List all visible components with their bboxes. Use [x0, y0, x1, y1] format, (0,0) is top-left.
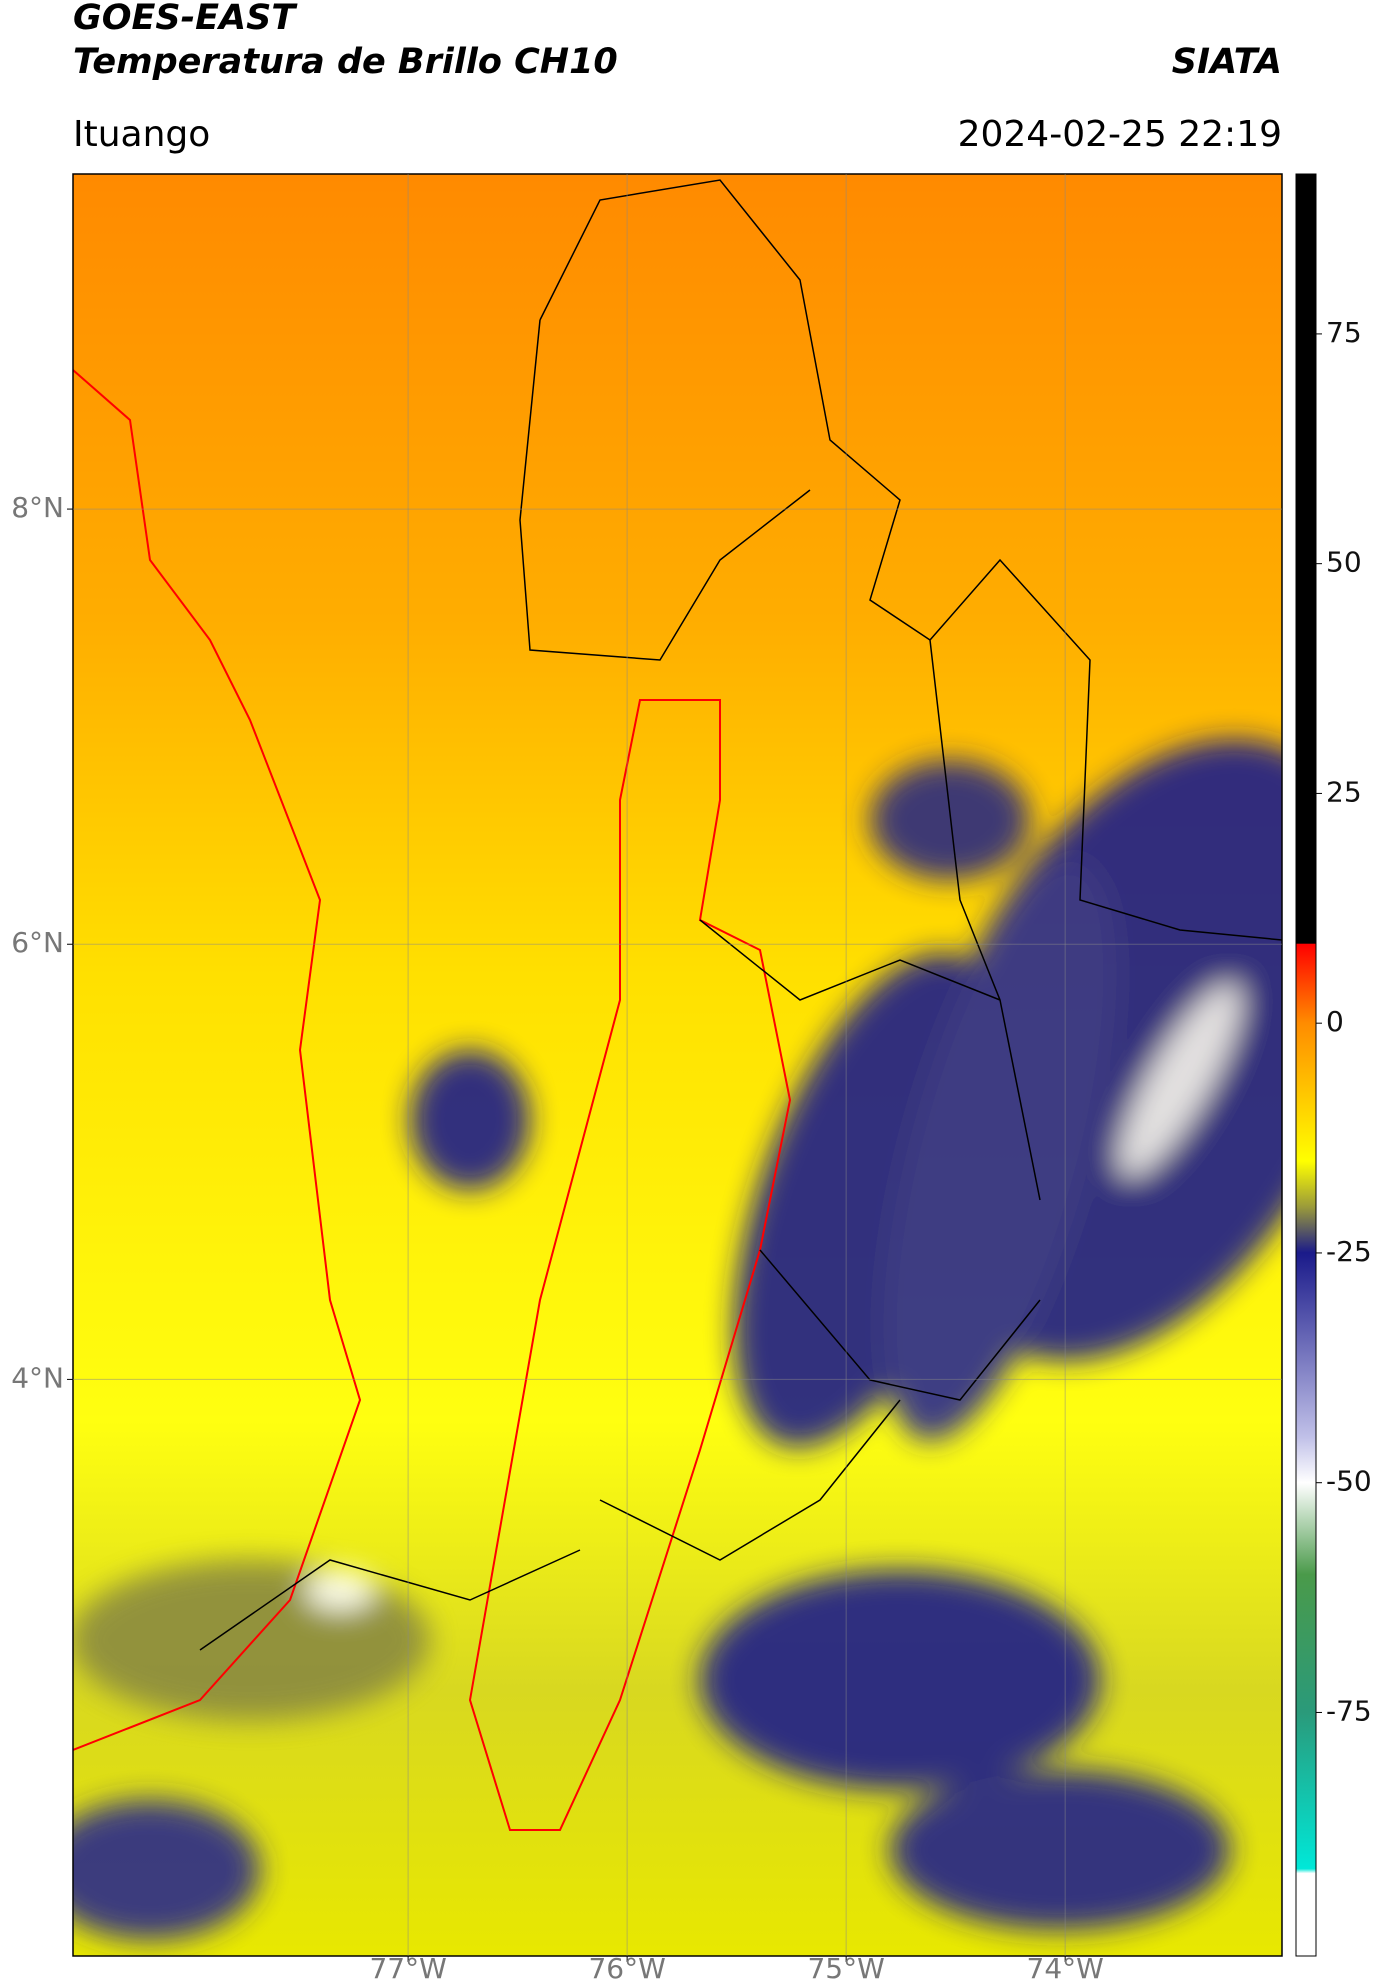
colorbar [1295, 173, 1317, 1957]
colorbar-tick-label: -50 [1326, 1465, 1372, 1498]
colorbar-tick-label: -25 [1326, 1235, 1372, 1268]
colorbar-tick-label: 25 [1326, 775, 1362, 808]
y-tick-label: 4°N [11, 1361, 64, 1394]
y-tick-label: 8°N [11, 491, 64, 524]
colorbar-tick-label: 0 [1326, 1005, 1344, 1038]
x-tick-label: 77°W [369, 1952, 446, 1981]
x-tick-label: 76°W [588, 1952, 665, 1981]
y-tick-label: 6°N [11, 926, 64, 959]
location: Ituango [73, 114, 210, 155]
source: SIATA [1172, 42, 1282, 82]
colorbar-tick-label: 75 [1326, 316, 1362, 349]
subtitle: Temperatura de Brillo CH10 [73, 42, 618, 82]
colorbar-tick-label: 50 [1326, 546, 1362, 579]
x-tick-label: 74°W [1027, 1952, 1104, 1981]
x-tick-label: 75°W [807, 1952, 884, 1981]
colorbar-tick-label: -75 [1326, 1694, 1372, 1727]
map-frame [72, 173, 1283, 1957]
datetime: 2024-02-25 22:19 [958, 114, 1282, 155]
imagery [73, 174, 1282, 1956]
title: GOES-EAST [73, 0, 298, 38]
